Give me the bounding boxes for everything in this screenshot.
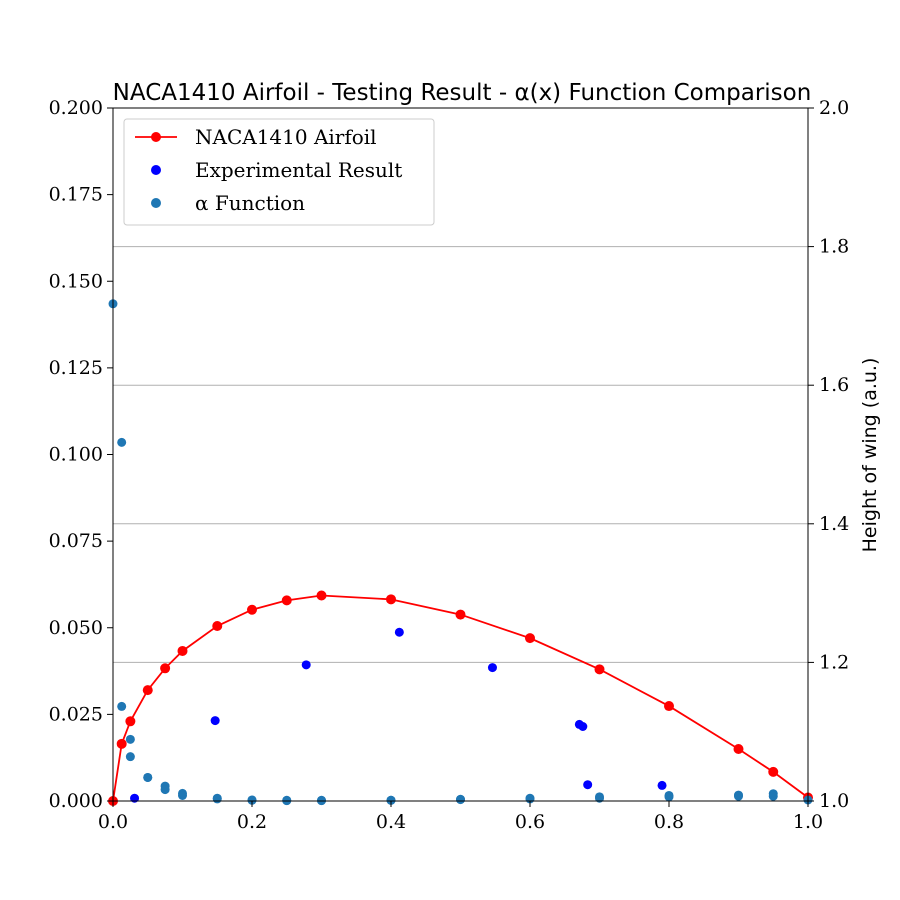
y-right-tick-label: 1.6 [819,374,849,396]
data-point [316,590,327,601]
y-right-tick-label: 2.0 [819,97,849,119]
x-tick-label: 0.2 [237,811,267,833]
series-line [112,594,809,802]
data-point [247,795,257,805]
y-left-tick-label: 0.025 [49,703,103,725]
data-point [301,660,311,670]
y-left-tick-label: 0.150 [49,270,103,292]
data-point [125,752,135,762]
y-left-tick-label: 0.100 [49,444,103,466]
x-tick-label: 0.4 [376,811,406,833]
x-tick-label: 0.6 [515,811,545,833]
data-point [212,794,222,804]
series-1 [130,627,667,803]
y-left-tick-label: 0.050 [49,617,103,639]
legend-marker [151,132,161,142]
x-tick-label: 0.0 [98,811,128,833]
data-point [594,664,605,675]
right-y-axis-label: Height of wing (a.u.) [859,358,881,553]
data-point [487,663,497,673]
series-2 [108,299,813,806]
data-point [125,716,136,727]
x-tick-label: 0.8 [654,811,684,833]
data-point [386,594,396,605]
data-point [117,437,127,447]
legend-label: NACA1410 Airfoil [195,125,377,149]
data-point [281,595,292,606]
legend-label: α Function [195,191,305,215]
data-point [664,792,674,802]
data-point [394,627,404,637]
y-right-tick-label: 1.4 [819,513,849,535]
legend-marker [151,165,161,175]
data-point [525,633,535,644]
data-point [116,738,127,749]
y-right-tick-label: 1.8 [819,236,849,258]
y-left-tick-label: 0.000 [49,790,103,812]
data-point [247,604,257,615]
data-point [177,645,188,656]
data-point [212,621,223,632]
data-point [456,795,465,805]
y-left-tick-label: 0.200 [49,97,103,119]
grid [113,246,808,663]
y-left-tick-label: 0.125 [49,357,103,379]
data-point [657,780,667,790]
data-point [734,791,743,801]
data-point [583,780,593,790]
legend: NACA1410 Airfoil Experimental Result α Fun… [123,118,435,226]
data-point [178,790,187,800]
data-point [595,793,604,803]
data-point [160,785,170,795]
data-point [455,609,466,620]
y-left-tick-label: 0.175 [49,184,103,206]
data-point [768,791,778,801]
data-point [664,701,674,712]
data-point [117,701,127,711]
series-0 [108,590,813,806]
data-point [125,734,135,744]
series-layer [108,299,813,806]
y-left-tick-label: 0.075 [49,530,103,552]
legend-label: Experimental Result [195,158,402,182]
data-point [142,685,153,696]
y-right-tick-label: 1.0 [819,790,849,812]
chart-title: NACA1410 Airfoil - Testing Result - α(x)… [113,80,812,106]
y-right-tick-label: 1.2 [819,651,849,673]
legend-box [123,118,435,226]
legend-item: NACA1410 Airfoil [135,125,377,149]
data-point [143,772,153,782]
data-point [386,795,396,805]
data-point [733,744,744,755]
data-point [578,722,588,732]
data-point [210,716,220,726]
data-point [160,663,171,674]
data-point [768,766,779,777]
legend-item: α Function [151,191,305,215]
x-tick-label: 1.0 [793,811,823,833]
axes: 0.0 0.2 0.4 0.6 0.8 1.0 0.000 0.025 0.050 0.075 0.… [49,97,850,833]
legend-item: Experimental Result [151,158,402,182]
legend-marker [151,198,161,208]
data-point [130,793,140,803]
